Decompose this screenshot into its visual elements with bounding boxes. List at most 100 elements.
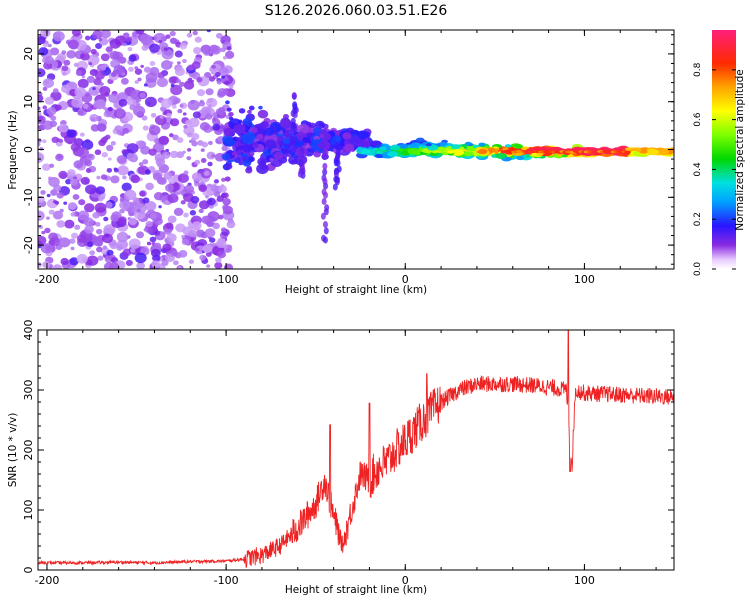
spectrogram-blob [211, 154, 216, 158]
spectrogram-blob [238, 161, 244, 166]
spectrogram-blob [63, 201, 68, 205]
spectrogram-blob [176, 61, 181, 65]
spectrogram-blob [215, 32, 223, 39]
colorbar-tick-label: 0.2 [693, 212, 703, 226]
spectrogram-blob [173, 97, 181, 104]
spectrogram-blob [251, 142, 259, 149]
spectrogram-blob [40, 243, 53, 254]
spectrogram-blob [212, 222, 220, 230]
spectrogram-blob [105, 46, 113, 53]
spectrogram-blob [169, 118, 180, 127]
spectrogram-blob [67, 201, 77, 210]
spectrogram-blob [74, 86, 87, 98]
spectrogram-blob [122, 43, 127, 47]
spectrogram-blob [134, 80, 139, 84]
spectrogram-blob [95, 186, 106, 195]
spectrogram-blob [88, 62, 93, 66]
colorbar-gradient [712, 30, 736, 269]
spectrogram-blob [477, 149, 488, 155]
spectrogram-blob [95, 42, 103, 50]
spectrogram-blob [145, 182, 154, 191]
spectrogram-blob [80, 52, 90, 61]
spectrogram-blob [163, 47, 168, 51]
spectrogram-xlabel: Height of straight line (km) [285, 284, 427, 296]
spectrogram-blob [58, 138, 64, 143]
spectrogram-blob [425, 143, 432, 147]
spectrogram-blob [40, 30, 51, 38]
spectrogram-blob [208, 237, 216, 243]
spectrogram-blob [96, 240, 103, 247]
spectrogram-blob [113, 108, 126, 119]
spectrogram-blob [201, 106, 212, 115]
spectrogram-blob [198, 100, 206, 107]
spectrogram-blob [192, 30, 198, 36]
spectrogram-blob [100, 174, 108, 180]
spectrogram-blob [292, 101, 298, 109]
snr-series-line [38, 330, 674, 568]
spectrogram-blob [282, 137, 291, 145]
spectrogram-blob [215, 72, 221, 77]
spectrogram-blob [95, 228, 103, 235]
spectrogram-blob [89, 113, 99, 122]
spectrogram-blob [92, 87, 96, 91]
spectrogram-blob [98, 38, 103, 42]
spectrogram-blob [246, 165, 253, 171]
spectrogram-blob [87, 241, 94, 248]
spectrogram-blob [61, 84, 71, 94]
spectrogram-blob [524, 154, 531, 158]
spectrogram-blob [77, 78, 89, 89]
spectrogram-blob [121, 182, 132, 192]
spectrogram-blob [153, 32, 166, 44]
spectrogram-xtick-label: -100 [214, 273, 239, 286]
spectrogram-blob [226, 107, 232, 112]
spectrogram-blob [283, 148, 290, 154]
spectrogram-blob [168, 76, 178, 84]
spectrogram-blob [322, 236, 328, 244]
spectrogram-blob [183, 170, 189, 175]
spectrogram-blob [242, 159, 252, 167]
spectrogram-blob [103, 224, 116, 235]
spectrogram-blob [130, 174, 141, 184]
spectrogram-blob [321, 152, 327, 160]
spectrogram-blob [333, 159, 339, 167]
spectrogram-blob [221, 75, 226, 79]
spectrogram-blob [102, 136, 109, 142]
spectrogram-blob [137, 77, 142, 82]
spectrogram-blob [259, 160, 266, 165]
spectrogram-blob [122, 127, 130, 134]
spectrogram-blob [247, 109, 252, 114]
spectrogram-blob [250, 127, 258, 134]
spectrogram-blob [79, 132, 85, 137]
spectrogram-blob [44, 56, 55, 65]
spectrogram-blob [151, 260, 161, 268]
spectrogram-blob [264, 139, 277, 149]
spectrogram-blob [203, 170, 210, 176]
spectrogram-blob [161, 61, 171, 69]
spectrogram-blob [189, 210, 197, 216]
spectrogram-blob [344, 143, 355, 152]
spectrogram-blob [350, 138, 360, 147]
spectrogram-blob [208, 204, 214, 209]
spectrogram-blob [273, 151, 284, 160]
spectrogram-blob [399, 143, 409, 149]
spectrogram-blob [451, 144, 461, 150]
spectrogram-blob [177, 108, 183, 114]
spectrogram-blob [71, 30, 81, 37]
spectrogram-blob [154, 115, 167, 126]
spectrogram-blob [205, 195, 209, 199]
spectrogram-blob [99, 64, 107, 71]
spectrogram-blob [206, 220, 214, 228]
spectrogram-blob [335, 136, 342, 142]
spectrogram-blob [165, 148, 169, 153]
spectrogram-blob [41, 230, 46, 235]
spectrogram-blob [191, 221, 202, 230]
spectrogram-blob [44, 244, 49, 248]
spectrogram-blob [71, 97, 83, 108]
spectrogram-blob [269, 157, 274, 162]
spectrogram-blob [106, 144, 114, 152]
spectrogram-blob [224, 50, 235, 59]
spectrogram-blob [126, 152, 138, 162]
spectrogram-blob [60, 257, 69, 266]
spectrogram-blob [183, 80, 195, 90]
spectrogram-blob [131, 31, 138, 37]
